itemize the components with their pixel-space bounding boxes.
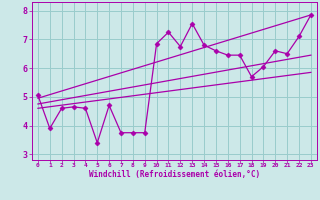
X-axis label: Windchill (Refroidissement éolien,°C): Windchill (Refroidissement éolien,°C)	[89, 170, 260, 179]
